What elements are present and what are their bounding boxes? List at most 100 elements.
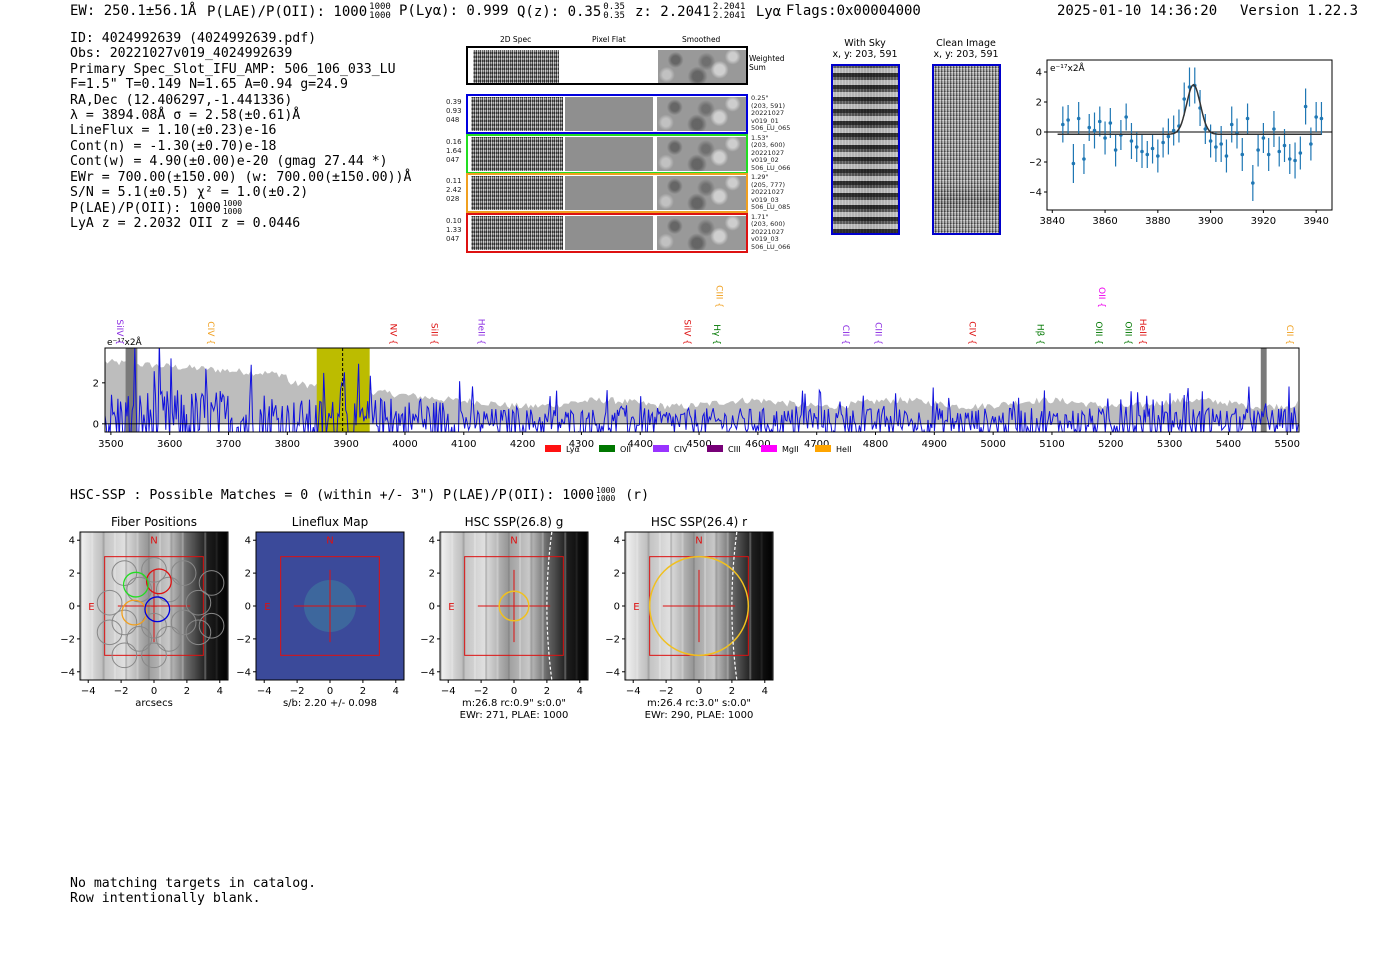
- east-label: E: [264, 602, 270, 613]
- x-tick-label: −4: [626, 686, 641, 697]
- x-tick-label: 3940: [1303, 216, 1328, 227]
- info-id: ID: 4024992639 (4024992639.pdf): [70, 31, 317, 46]
- x-tick-label: 4800: [863, 439, 888, 450]
- data-point: [1298, 151, 1303, 155]
- hsc-summary: HSC-SSP : Possible Matches = 0 (within +…: [70, 486, 650, 504]
- y-tick-label: −2: [1030, 158, 1042, 169]
- y-tick-label: −2: [420, 634, 435, 645]
- data-point: [1293, 158, 1297, 163]
- panel-title: HSC SSP(26.4) r: [651, 515, 747, 529]
- north-label: N: [510, 536, 517, 547]
- data-point: [1214, 145, 1218, 149]
- panel-caption: m:26.4 rc:3.0" s:0.0": [647, 698, 751, 709]
- fiber-row-meta: 1.53" (203, 600) 20221027 v019_02 506_LU…: [751, 133, 791, 172]
- x-tick-label: 4100: [451, 439, 476, 450]
- data-point: [1108, 121, 1113, 125]
- fiber-row-3: [466, 173, 748, 213]
- x-tick-label: −2: [474, 686, 489, 697]
- fiber-smoothed: [657, 176, 746, 210]
- fiber-pixel-flat: [565, 97, 653, 131]
- header-ew: EW: 250.1±56.1Å: [70, 3, 197, 19]
- fiber-2d-spec: [471, 136, 563, 171]
- x-tick-label: 3900: [333, 439, 358, 450]
- data-point: [1309, 142, 1313, 146]
- emission-line-label: Hγ {: [711, 324, 721, 345]
- y-tick-label: −4: [60, 667, 75, 678]
- info-redshift: LyA z = 2.2032 OII z = 0.0446: [70, 215, 301, 231]
- y-tick-label: 2: [93, 378, 99, 389]
- masked-region: [125, 348, 138, 432]
- error-envelope: [105, 358, 1299, 424]
- info-lambda: λ = 3894.08Å σ = 2.58(±0.61)Å: [70, 107, 301, 123]
- legend-label: CIV: [674, 445, 688, 454]
- x-tick-label: 3700: [216, 439, 241, 450]
- fiber-circle: [126, 626, 153, 652]
- hsc-panel-3: HSC SSP(26.8) g N E 4 2 0 −2 −4 −4 −2 0 2 4 m:26.8 rc…: [420, 515, 589, 721]
- legend-swatch: [545, 445, 561, 452]
- emission-line-label: HeII {: [475, 319, 485, 345]
- emission-line-label: OII {: [1096, 287, 1106, 308]
- info-ewr: EWr = 700.00(±150.00) (w: 700.00(±150.00…: [70, 169, 412, 185]
- fiber-green: [122, 571, 149, 598]
- data-point: [1240, 152, 1245, 157]
- info-plae: P(LAE)/P(OII): 1000 1000 1000: [70, 199, 243, 217]
- data-point: [1166, 134, 1171, 139]
- emission-line-label: OIII {: [1122, 321, 1132, 345]
- fiber-circle: [141, 556, 167, 583]
- image-stripe: [80, 532, 82, 680]
- info-primary: Primary Spec_Slot_IFU_AMP: 506_106_033_L…: [70, 61, 396, 77]
- legend-label: HeII: [836, 445, 852, 454]
- legend-label: OII: [620, 445, 631, 454]
- image-stripe: [102, 532, 105, 680]
- weighted-sum-label: Weighted Sum: [749, 54, 785, 72]
- fiber-row-meta: 1.71" (203, 600) 20221027 v019_03 506_LU…: [751, 212, 791, 251]
- fiber-circle: [185, 589, 212, 616]
- image-stripe: [647, 532, 650, 680]
- fiber-pixel-flat: [565, 215, 653, 250]
- data-point: [1150, 146, 1155, 151]
- detection-info: ID: 4024992639 (4024992639.pdf) Obs: 202…: [70, 31, 411, 231]
- image-stripe: [462, 532, 465, 680]
- data-point: [1113, 148, 1118, 152]
- fiber-center-marker: +: [150, 602, 158, 612]
- x-tick-label: 2: [360, 686, 366, 697]
- search-box: [464, 556, 564, 656]
- fiber-row-2: [466, 133, 748, 174]
- header-version: Version 1.22.3: [1240, 3, 1359, 19]
- y-axis-unit: e⁻¹⁷x2Å: [1050, 62, 1086, 74]
- data-point: [1156, 154, 1160, 158]
- fiber-row-4: [466, 212, 748, 253]
- y-tick-label: −2: [605, 634, 620, 645]
- data-point: [1066, 118, 1070, 122]
- fiber-row-values: 0.39 0.93 048: [446, 98, 462, 124]
- weighted-smoothed: [658, 50, 746, 83]
- image-stripe: [451, 532, 454, 680]
- with-sky-image: [831, 64, 900, 235]
- fiber-row-values: 0.11 2.42 028: [446, 177, 462, 203]
- x-tick-label: 5000: [980, 439, 1005, 450]
- y-tick-label: 2: [429, 569, 435, 580]
- header-qz: Q(z): 0.35 0.35 0.35: [517, 2, 625, 21]
- header-plya: P(Lyα): 0.999: [399, 3, 509, 19]
- x-tick-label: 0: [696, 686, 702, 697]
- image-stripe: [760, 532, 763, 680]
- hsc-panel-4: HSC SSP(26.4) r N E 4 2 0 −2 −4 −4 −2 0 2 4 m:26.4 rc…: [605, 515, 774, 721]
- x-tick-label: 0: [151, 686, 157, 697]
- panel-caption-2: EWr: 271, PLAE: 1000: [460, 710, 569, 721]
- fiber-circle: [111, 642, 138, 669]
- legend-swatch: [653, 445, 669, 452]
- y-tick-label: 0: [93, 419, 99, 430]
- legend-label: CIII: [728, 445, 741, 454]
- fiber-2d-spec: [471, 215, 563, 250]
- fiber-pixel-flat: [565, 136, 653, 171]
- data-point: [1208, 139, 1213, 143]
- image-stripe: [738, 532, 740, 680]
- x-tick-label: 5200: [1098, 439, 1123, 450]
- x-tick-label: −4: [81, 686, 96, 697]
- fiber-2d-spec: [471, 97, 563, 131]
- fiber-row-meta: 1.29" (205, 777) 20221027 v019_03 506_LU…: [751, 173, 791, 211]
- x-tick-label: 4200: [510, 439, 535, 450]
- x-tick-label: −4: [441, 686, 456, 697]
- fiber-circle: [96, 589, 123, 616]
- fiber-orange: [121, 599, 148, 626]
